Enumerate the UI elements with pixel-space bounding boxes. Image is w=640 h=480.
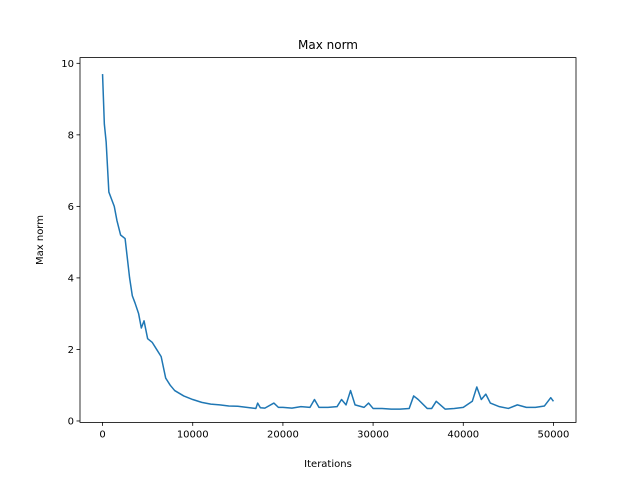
y-tick-label: 8 — [68, 130, 74, 141]
x-axis-label: Iterations — [304, 459, 352, 470]
x-tick-label: 40000 — [447, 429, 479, 440]
x-tick-label: 20000 — [267, 429, 299, 440]
y-axis-label: Max norm — [35, 215, 46, 265]
plot-frame — [79, 57, 577, 423]
y-tick-label: 10 — [61, 59, 74, 70]
x-tick-label: 10000 — [177, 429, 209, 440]
x-tick-label: 0 — [99, 429, 105, 440]
y-tick-label: 0 — [68, 416, 74, 427]
y-tick-label: 2 — [68, 345, 74, 356]
x-tick-label: 30000 — [357, 429, 389, 440]
y-tick-label: 4 — [68, 273, 74, 284]
data-line — [101, 74, 555, 410]
x-tick-label: 50000 — [538, 429, 570, 440]
chart-title: Max norm — [298, 38, 358, 52]
y-tick-label: 6 — [68, 202, 74, 213]
